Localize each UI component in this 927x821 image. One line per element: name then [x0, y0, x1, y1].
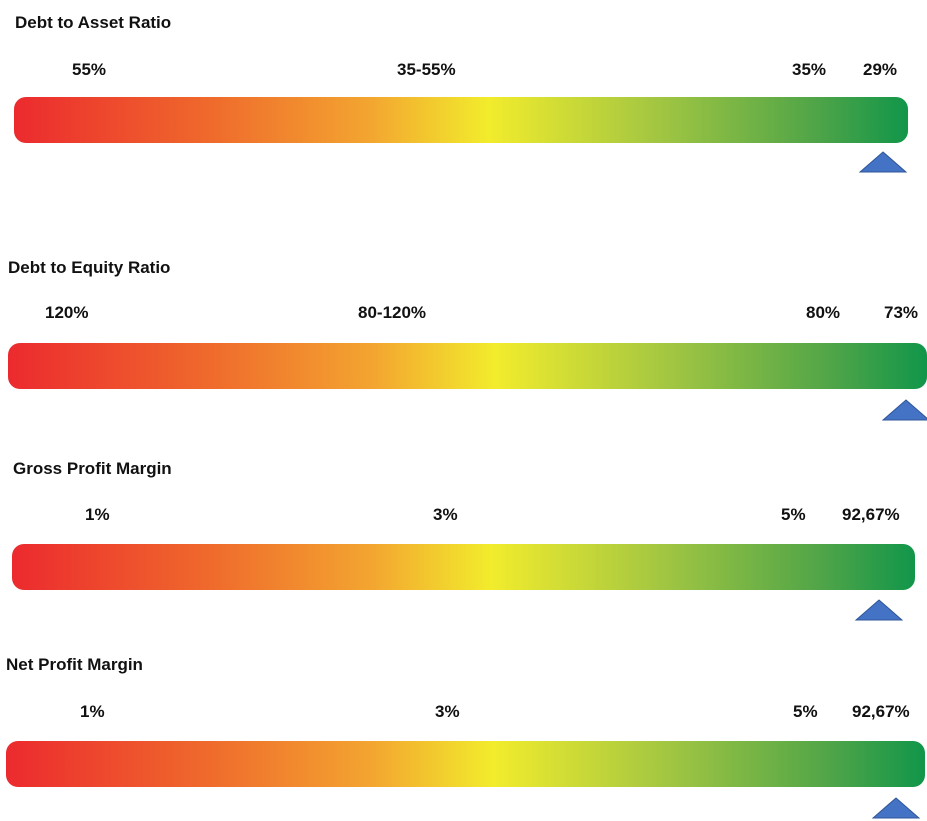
chart-title: Debt to Asset Ratio	[15, 13, 172, 32]
chart-title: Gross Profit Margin	[13, 459, 172, 478]
value-marker-triangle	[872, 797, 920, 819]
gradient-bar	[8, 343, 927, 389]
chart-title: Net Profit Margin	[6, 655, 143, 674]
value-marker-triangle	[882, 399, 927, 421]
marker-value-label: 92,67%	[842, 505, 900, 524]
scale-label-low: 80%	[806, 303, 841, 322]
value-marker-triangle	[855, 599, 903, 621]
scale-label-low: 35%	[792, 60, 827, 79]
value-marker-triangle	[859, 151, 907, 173]
scale-label-low: 1%	[85, 505, 110, 524]
gradient-bar	[12, 544, 915, 590]
gradient-bar	[6, 741, 925, 787]
marker-value-label: 92,67%	[852, 702, 910, 721]
scale-label-low: 1%	[80, 702, 105, 721]
scale-label-high: 5%	[793, 702, 818, 721]
scale-label-mid: 3%	[435, 702, 460, 721]
scale-label-mid: 35-55%	[397, 60, 456, 79]
scale-label-mid: 3%	[433, 505, 458, 524]
scale-label-high: 120%	[45, 303, 89, 322]
scale-label-mid: 80-120%	[358, 303, 427, 322]
gradient-bar	[14, 97, 908, 143]
scale-label-high: 55%	[72, 60, 107, 79]
marker-value-label: 73%	[884, 303, 919, 322]
chart-title: Debt to Equity Ratio	[8, 258, 171, 277]
scale-label-high: 5%	[781, 505, 806, 524]
marker-value-label: 29%	[863, 60, 898, 79]
